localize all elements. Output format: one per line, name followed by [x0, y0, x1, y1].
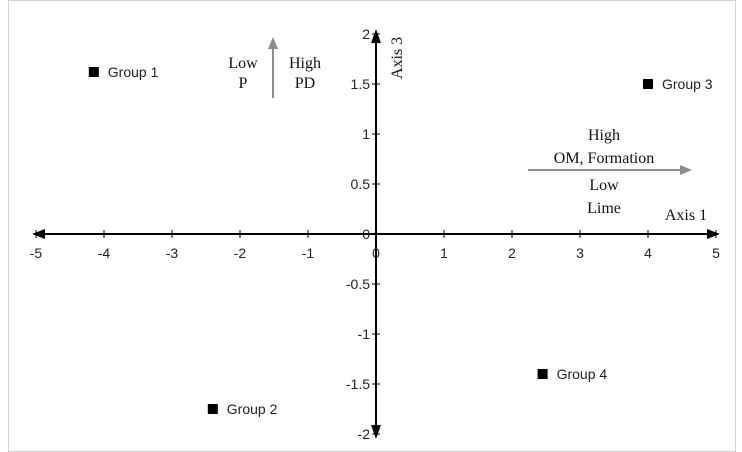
data-point: [537, 369, 548, 379]
x-tick-label: -4: [98, 245, 111, 261]
data-point-label: Group 1: [108, 64, 159, 80]
x-tick-label: -2: [234, 245, 247, 261]
data-point-label: Group 2: [227, 401, 278, 417]
y-axis-arrow-top: [371, 29, 381, 43]
x-axis-title: Axis 1: [665, 207, 707, 224]
x-tick-label: -5: [30, 245, 43, 261]
y-axis-title: Axis 3: [389, 37, 406, 79]
x-axis-arrow-left: [32, 229, 45, 239]
x-tick-label: 0: [372, 245, 380, 261]
x-tick-label: -1: [302, 245, 315, 261]
y-tick-label: -0.5: [346, 276, 370, 292]
x-tick-label: 4: [644, 245, 652, 261]
y-tick-label: 0.5: [351, 176, 371, 192]
axes-layer: -5 -4 -3 -2 -1 0 1 2 3 4 5-2-1.5-1-0.500.511.52Axi…: [30, 26, 720, 442]
x-tick-label: -3: [166, 245, 179, 261]
vertical-annotation-arrowhead: [268, 37, 278, 49]
y-tick-label: 2: [362, 26, 370, 42]
data-point: [88, 67, 99, 77]
data-point-label: Group 3: [662, 76, 713, 92]
horizontal-arrow-top-label: OM, Formation: [554, 150, 654, 167]
annotation-layer: Low P High PD High OM, Formation Low Lime: [228, 37, 692, 217]
x-tick-label: 5: [712, 245, 720, 261]
vertical-arrow-left-label: Low: [228, 55, 258, 72]
data-point-label: Group 4: [557, 366, 608, 382]
y-tick-label: -1: [358, 326, 371, 342]
data-point: [643, 79, 653, 89]
x-tick-label: 3: [576, 245, 584, 261]
x-axis-arrow-right: [707, 229, 720, 239]
vertical-arrow-right-label: PD: [295, 75, 315, 92]
horizontal-annotation-arrowhead: [680, 165, 692, 175]
y-tick-label: -1.5: [346, 376, 370, 392]
points-layer: Group 1 Group 2 Group 3 Group 4: [88, 64, 713, 417]
x-tick-label: 1: [440, 245, 448, 261]
y-tick-label: 1: [362, 126, 370, 142]
x-tick-label: 2: [508, 245, 516, 261]
horizontal-arrow-top-label: High: [588, 127, 620, 144]
vertical-arrow-right-label: High: [289, 55, 321, 72]
data-point: [207, 404, 218, 414]
vertical-arrow-left-label: P: [239, 75, 248, 92]
horizontal-arrow-bottom-label: Lime: [587, 200, 621, 217]
y-tick-label: 1.5: [351, 76, 371, 92]
y-axis-arrow-bottom: [371, 425, 381, 439]
horizontal-arrow-bottom-label: Low: [589, 177, 619, 194]
y-tick-label: 0: [362, 226, 370, 242]
y-tick-label: -2: [358, 426, 371, 442]
